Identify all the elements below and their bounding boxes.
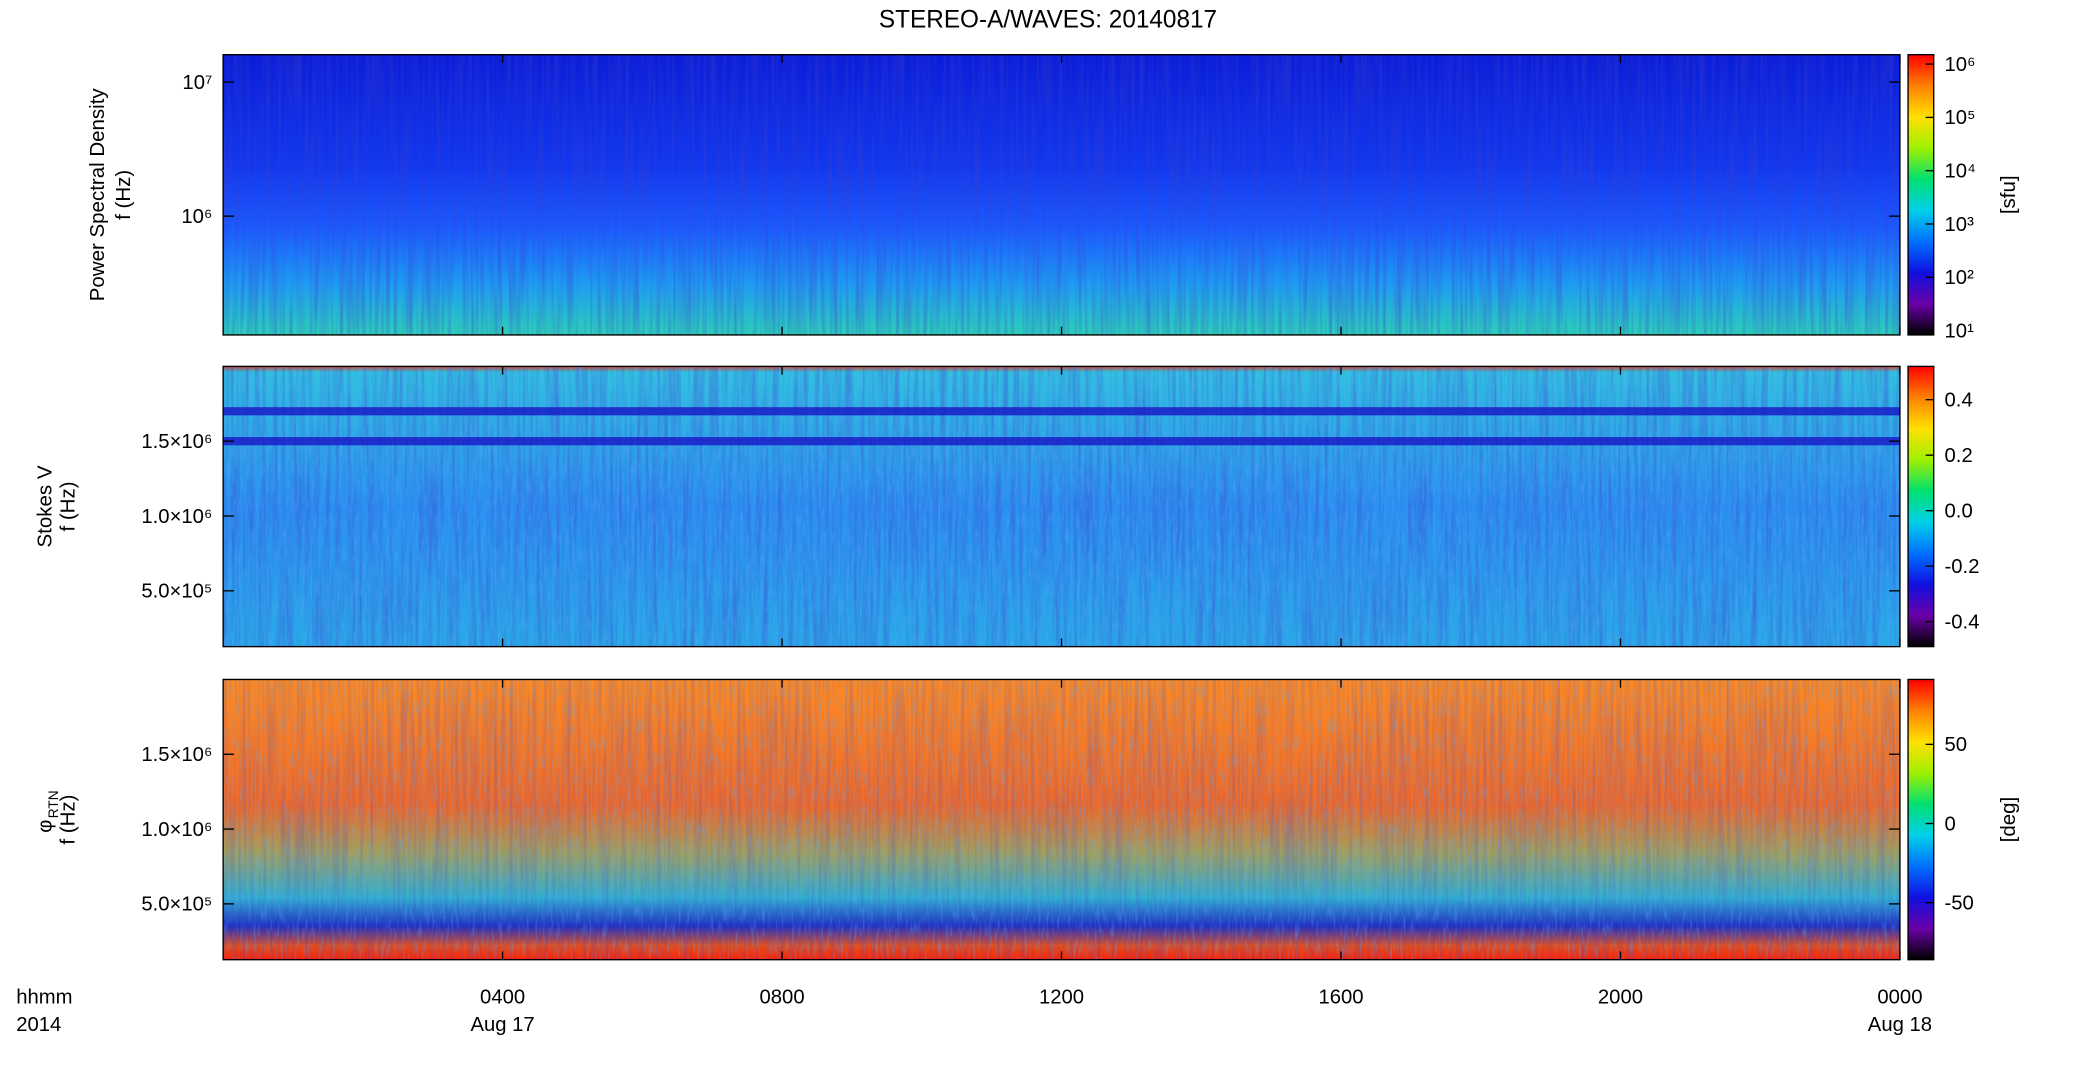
colorbar-label: [sfu]	[1998, 175, 2020, 214]
colorbar	[1907, 678, 1935, 961]
colorbar-tick-label: 0.0	[1945, 500, 1973, 522]
y-tick-label: 1.5×10⁶	[141, 744, 212, 766]
colorbar-tick-label: 50	[1945, 734, 1968, 756]
y-axis-label: Stokes V	[34, 465, 56, 547]
x-axis-label: 2014	[16, 1014, 61, 1036]
y-tick-label: 10⁶	[181, 206, 212, 228]
colorbar-tick-label: 10⁵	[1945, 107, 1976, 129]
colorbar-tick-label: -0.4	[1945, 611, 1980, 633]
colorbar-tick-label: 10¹	[1945, 320, 1975, 342]
colorbar	[1907, 365, 1935, 648]
y-tick-label: 1.0×10⁶	[141, 819, 212, 841]
colorbar-tick-label: 10²	[1945, 267, 1975, 289]
y-tick-label: 10⁷	[182, 72, 212, 94]
x-tick-label: 1600	[1318, 986, 1363, 1008]
x-tick-label: 0000	[1877, 986, 1922, 1008]
x-tick-label: 0400	[480, 986, 525, 1008]
colorbar-tick-label: 10³	[1945, 214, 1975, 236]
spectrogram-band	[223, 437, 1900, 446]
y-axis-label: f (Hz)	[57, 795, 79, 845]
y-axis-label-subscript: RTN	[46, 790, 61, 818]
colorbar-label: [deg]	[1998, 797, 2020, 843]
colorbar-tick-label: -50	[1945, 892, 1974, 914]
y-tick-label: 1.5×10⁶	[141, 431, 212, 453]
x-date-label: Aug 17	[470, 1014, 534, 1036]
y-tick-label: 1.0×10⁶	[141, 506, 212, 528]
colorbar-tick-label: 0	[1945, 813, 1956, 835]
colorbar-tick-label: 10⁴	[1945, 160, 1976, 182]
x-axis-label: hhmm	[16, 986, 72, 1008]
chart-title: STEREO-A/WAVES: 20140817	[879, 6, 1217, 33]
colorbar	[1907, 54, 1935, 336]
colorbar-tick-label: 0.4	[1945, 389, 1973, 411]
spectrogram-texture	[223, 679, 1900, 960]
spectrogram-texture	[223, 54, 1900, 335]
colorbar-tick-label: -0.2	[1945, 556, 1980, 578]
y-axis-label: f (Hz)	[113, 170, 135, 220]
colorbar-tick-label: 0.2	[1945, 445, 1973, 467]
x-tick-label: 0800	[760, 986, 805, 1008]
y-axis-label: f (Hz)	[57, 481, 79, 531]
y-axis-label: Power Spectral Density	[87, 88, 109, 302]
y-tick-label: 5.0×10⁵	[141, 894, 212, 916]
y-axis-label: φ	[34, 820, 56, 833]
x-tick-label: 2000	[1598, 986, 1643, 1008]
spectrogram-band	[223, 407, 1900, 416]
colorbar-tick-label: 10⁶	[1945, 54, 1976, 76]
y-tick-label: 5.0×10⁵	[141, 581, 212, 603]
x-date-label: Aug 18	[1868, 1014, 1932, 1036]
x-tick-label: 1200	[1039, 986, 1084, 1008]
